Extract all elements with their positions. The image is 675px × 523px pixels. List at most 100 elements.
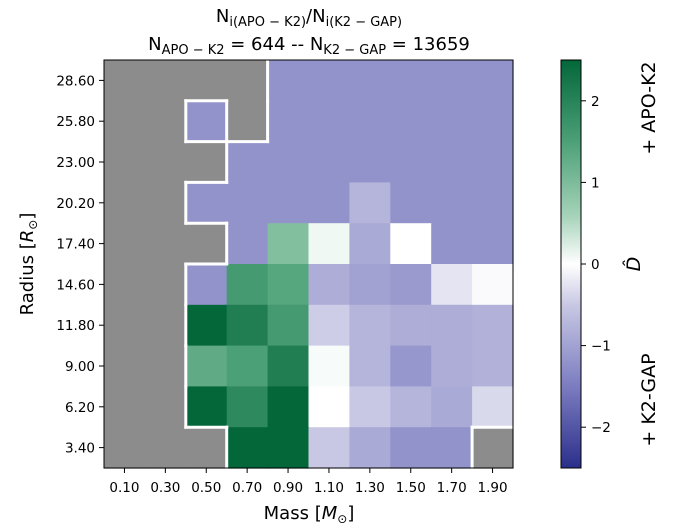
heatmap-cell <box>308 182 350 224</box>
title2-p3: = 13659 <box>386 34 470 55</box>
x-tick-label: 0.10 <box>109 480 139 496</box>
x-tick-label: 1.70 <box>437 480 467 496</box>
heatmap-cells <box>104 60 514 469</box>
heatmap-cell <box>308 345 350 387</box>
heatmap-cell <box>144 182 187 224</box>
title2-sub2: K2 − GAP <box>323 43 386 58</box>
heatmap-cell <box>472 100 514 143</box>
heatmap-cell <box>472 60 514 102</box>
colorbar-bottom-label: + K2-GAP <box>638 353 660 446</box>
heatmap-cell <box>144 427 187 469</box>
xlabel-sub: ⊙ <box>337 512 347 523</box>
heatmap-cell <box>431 345 473 387</box>
colorbar-tick-label: 2 <box>591 94 600 110</box>
colorbar-label: D̂ <box>623 257 645 272</box>
heatmap-cell <box>104 182 146 224</box>
heatmap-cell <box>185 223 228 265</box>
x-tick-label: 0.30 <box>150 480 180 496</box>
heatmap-cell <box>308 60 350 102</box>
heatmap-cell <box>267 427 310 469</box>
ylabel-main: Radius [ <box>17 242 38 315</box>
x-tick-label: 1.30 <box>355 480 385 496</box>
y-tick-label: 9.00 <box>65 359 95 375</box>
heatmap-cell <box>267 182 310 224</box>
heatmap-cell <box>390 427 432 469</box>
heatmap-cell <box>144 60 187 102</box>
heatmap-cell <box>226 100 269 143</box>
heatmap-cell <box>226 264 269 306</box>
heatmap-cell <box>104 100 146 143</box>
heatmap-cell <box>104 264 146 306</box>
heatmap-cell <box>267 304 310 347</box>
title2-p1: N <box>148 34 161 55</box>
heatmap-cell <box>104 60 146 102</box>
colorbar-tick-label: 0 <box>591 257 600 273</box>
heatmap-cell <box>267 100 310 143</box>
heatmap-cell <box>185 304 228 347</box>
heatmap-cell <box>185 100 228 143</box>
title1-sub2: i(K2 − GAP) <box>326 15 403 30</box>
y-tick-label: 11.80 <box>56 318 95 334</box>
xlabel-main: Mass [ <box>264 503 322 523</box>
y-axis-ticks: 3.40 6.20 9.00 11.80 14.60 17.40 20.20 23.00 25.… <box>56 73 104 457</box>
y-tick-label: 14.60 <box>56 277 95 293</box>
heatmap-cell <box>144 141 187 183</box>
heatmap-cell <box>308 141 350 183</box>
y-tick-label: 3.40 <box>65 441 95 457</box>
y-tick-label: 17.40 <box>56 237 95 253</box>
heatmap-cell <box>349 304 391 347</box>
heatmap-cell <box>431 182 473 224</box>
colorbar-tick-label: −2 <box>591 420 611 436</box>
heatmap-cell <box>226 182 269 224</box>
y-tick-label: 25.80 <box>56 114 95 130</box>
heatmap-cell <box>104 304 146 347</box>
heatmap-cell <box>472 182 514 224</box>
heatmap-cell <box>390 100 432 143</box>
heatmap-cell <box>144 304 187 347</box>
heatmap-cell <box>431 264 473 306</box>
heatmap-cell <box>144 386 187 428</box>
heatmap-cell <box>390 182 432 224</box>
title2-p2: = 644 -- N <box>225 34 324 55</box>
heatmap-cell <box>226 427 269 469</box>
heatmap-cell <box>185 386 228 428</box>
x-axis-label: Mass [M⊙] <box>264 503 355 523</box>
heatmap-cell <box>472 345 514 387</box>
y-tick-label: 28.60 <box>56 73 95 89</box>
heatmap-cell <box>226 386 269 428</box>
heatmap-cell <box>308 427 350 469</box>
x-tick-label: 1.50 <box>396 480 426 496</box>
plot-frame <box>103 59 514 469</box>
chart-title-line2: NAPO − K2 = 644 -- NK2 − GAP = 13659 <box>148 34 470 58</box>
heatmap-cell <box>104 345 146 387</box>
heatmap-cell <box>472 141 514 183</box>
heatmap-cell <box>144 100 187 143</box>
heatmap-cell <box>226 60 269 102</box>
heatmap-cell <box>226 223 269 265</box>
y-axis-label: Radius [R⊙] <box>17 213 40 316</box>
heatmap-cell <box>472 223 514 265</box>
heatmap-cell <box>185 141 228 183</box>
colorbar-top-label: + APO-K2 <box>638 61 660 154</box>
heatmap-cell <box>308 223 350 265</box>
colorbar-tick-label: −1 <box>591 339 611 355</box>
x-tick-label: 1.90 <box>478 480 508 496</box>
heatmap-cell <box>104 141 146 183</box>
heatmap-cell <box>267 386 310 428</box>
colorbar-ticks: −2 −1 0 1 2 <box>581 94 611 436</box>
heatmap-cell <box>349 100 391 143</box>
heatmap-cell <box>185 427 228 469</box>
ylabel-sub: ⊙ <box>26 220 40 230</box>
heatmap-cell <box>349 345 391 387</box>
title1-mid: /N <box>306 6 326 27</box>
heatmap-cell <box>349 141 391 183</box>
heatmap-cell <box>349 386 391 428</box>
y-tick-label: 23.00 <box>56 155 95 171</box>
x-axis-ticks: 0.10 0.30 0.50 0.70 0.90 1.10 1.30 1.50 1.70 1.90 <box>109 468 508 496</box>
heatmap-cell <box>431 223 473 265</box>
heatmap-cell <box>104 386 146 428</box>
heatmap-cell <box>308 100 350 143</box>
heatmap-cell <box>308 304 350 347</box>
heatmap-cell <box>431 304 473 347</box>
heatmap-cell <box>226 141 269 183</box>
